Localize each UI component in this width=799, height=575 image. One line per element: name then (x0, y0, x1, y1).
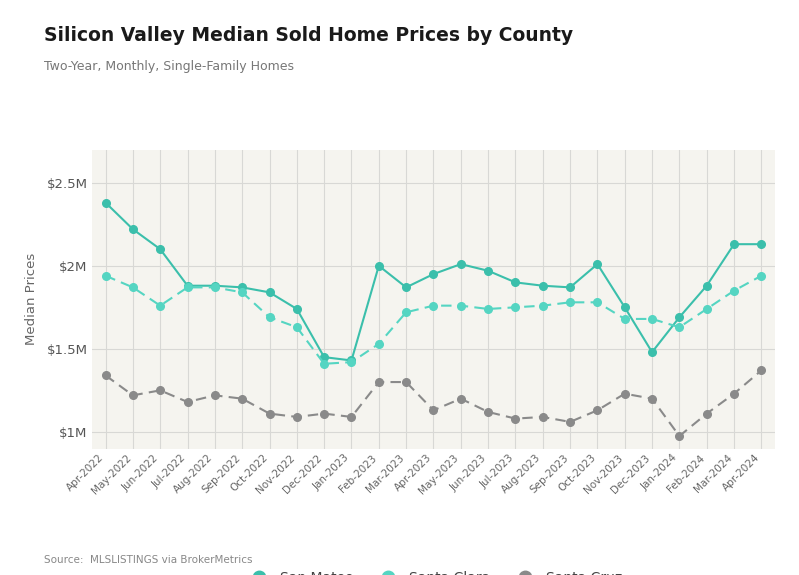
Santa Clara (566, 299, 575, 306)
Santa Clara (401, 309, 411, 316)
Santa Cruz (428, 407, 438, 414)
San Mateo (483, 267, 493, 274)
San Mateo (647, 348, 657, 355)
Santa Cruz (566, 419, 575, 426)
Santa Clara (183, 284, 193, 291)
Santa Cruz (620, 390, 630, 397)
San Mateo (401, 284, 411, 291)
Santa Cruz (456, 395, 466, 402)
San Mateo (456, 260, 466, 267)
Santa Cruz (292, 413, 301, 420)
San Mateo (593, 260, 602, 267)
Santa Cruz (264, 410, 274, 417)
Santa Cruz (128, 392, 137, 399)
Text: Silicon Valley Median Sold Home Prices by County: Silicon Valley Median Sold Home Prices b… (44, 26, 573, 45)
Santa Clara (674, 324, 684, 331)
Santa Cruz (702, 410, 712, 417)
San Mateo (183, 282, 193, 289)
San Mateo (292, 305, 301, 312)
Santa Cruz (729, 390, 739, 397)
Santa Cruz (593, 407, 602, 414)
San Mateo (538, 282, 547, 289)
San Mateo (128, 226, 137, 233)
Text: Source:  MLSLISTINGS via BrokerMetrics: Source: MLSLISTINGS via BrokerMetrics (44, 555, 252, 565)
Santa Clara (456, 302, 466, 309)
San Mateo (264, 289, 274, 296)
Santa Clara (757, 273, 766, 279)
Santa Cruz (183, 398, 193, 405)
Santa Cruz (101, 372, 110, 379)
San Mateo (674, 314, 684, 321)
Santa Clara (347, 359, 356, 366)
San Mateo (566, 284, 575, 291)
San Mateo (702, 282, 712, 289)
San Mateo (374, 262, 384, 269)
San Mateo (729, 241, 739, 248)
Santa Clara (128, 284, 137, 291)
Line: Santa Cruz: Santa Cruz (101, 367, 765, 440)
Santa Clara (647, 316, 657, 323)
Santa Cruz (674, 432, 684, 439)
Santa Clara (511, 304, 520, 310)
Santa Clara (155, 302, 165, 309)
San Mateo (511, 279, 520, 286)
Santa Cruz (483, 408, 493, 415)
Santa Clara (264, 314, 274, 321)
Santa Cruz (647, 395, 657, 402)
Santa Cruz (511, 415, 520, 422)
Santa Clara (729, 288, 739, 294)
Santa Clara (210, 284, 220, 291)
San Mateo (428, 271, 438, 278)
Santa Clara (428, 302, 438, 309)
Santa Cruz (401, 378, 411, 385)
Y-axis label: Median Prices: Median Prices (26, 253, 38, 345)
San Mateo (101, 199, 110, 206)
San Mateo (757, 241, 766, 248)
San Mateo (620, 304, 630, 310)
Santa Clara (101, 273, 110, 279)
Santa Clara (320, 361, 329, 367)
Santa Cruz (155, 387, 165, 394)
Santa Cruz (374, 378, 384, 385)
Santa Clara (702, 305, 712, 312)
Santa Clara (483, 305, 493, 312)
San Mateo (155, 246, 165, 252)
Santa Cruz (320, 410, 329, 417)
Santa Clara (593, 299, 602, 306)
Legend: San Mateo, Santa Clara, Santa Cruz: San Mateo, Santa Clara, Santa Cruz (245, 571, 622, 575)
Santa Cruz (757, 367, 766, 374)
San Mateo (320, 354, 329, 361)
Santa Cruz (237, 395, 247, 402)
Line: San Mateo: San Mateo (101, 199, 765, 365)
Santa Clara (237, 289, 247, 296)
Santa Clara (374, 340, 384, 347)
Text: Two-Year, Monthly, Single-Family Homes: Two-Year, Monthly, Single-Family Homes (44, 60, 294, 74)
Santa Cruz (347, 413, 356, 420)
San Mateo (210, 282, 220, 289)
Santa Cruz (538, 413, 547, 420)
Santa Clara (292, 324, 301, 331)
Santa Cruz (210, 392, 220, 399)
Line: Santa Clara: Santa Clara (101, 272, 765, 367)
San Mateo (347, 357, 356, 364)
Santa Clara (538, 302, 547, 309)
Santa Clara (620, 316, 630, 323)
San Mateo (237, 284, 247, 291)
